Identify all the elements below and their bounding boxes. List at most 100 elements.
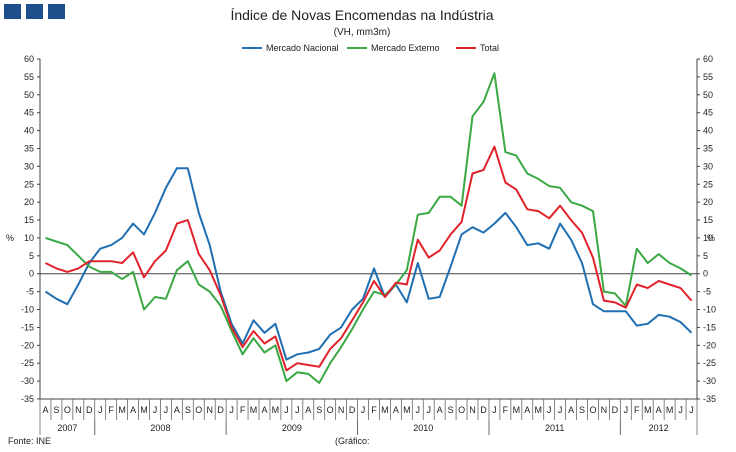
x-month-label: A: [130, 405, 136, 415]
x-month-label: A: [305, 405, 311, 415]
x-month-label: O: [589, 405, 596, 415]
y-tick-label-right: -15: [703, 322, 716, 332]
x-month-label: O: [195, 405, 202, 415]
y-tick-label-left: -35: [21, 394, 34, 404]
x-month-label: O: [64, 405, 71, 415]
x-month-label: A: [568, 405, 574, 415]
chart-subtitle: (VH, mm3m): [334, 27, 391, 38]
x-month-label: M: [513, 405, 521, 415]
legend-label-total: Total: [480, 43, 499, 53]
y-tick-label-right: 25: [703, 179, 713, 189]
x-month-label: J: [547, 405, 552, 415]
series-line-mercado-nacional: [44, 167, 693, 361]
y-tick-label-right: -20: [703, 340, 716, 350]
x-month-label: A: [261, 405, 267, 415]
y-tick-label-right: 40: [703, 126, 713, 136]
y-tick-label-left: -15: [21, 322, 34, 332]
y-tick-label-left: 60: [24, 54, 34, 64]
x-month-label: J: [284, 405, 289, 415]
y-axis-label-right: %: [707, 233, 715, 243]
x-month-label: M: [250, 405, 258, 415]
x-month-label: A: [656, 405, 662, 415]
y-tick-label-right: 55: [703, 72, 713, 82]
y-tick-label-left: -25: [21, 358, 34, 368]
y-tick-label-right: -10: [703, 305, 716, 315]
x-month-label: M: [381, 405, 389, 415]
x-month-label: J: [361, 405, 366, 415]
y-tick-label-right: 15: [703, 215, 713, 225]
x-year-label-2009: 2009: [282, 423, 302, 433]
x-month-label: A: [174, 405, 180, 415]
x-month-label: M: [666, 405, 674, 415]
y-tick-label-left: 55: [24, 72, 34, 82]
y-tick-label-left: -30: [21, 376, 34, 386]
y-tick-label-right: -35: [703, 394, 716, 404]
x-month-label: N: [469, 405, 476, 415]
y-tick-label-left: 30: [24, 161, 34, 171]
legend-label-mercado-externo: Mercado Externo: [371, 43, 440, 53]
x-month-label: J: [164, 405, 169, 415]
x-month-label: N: [75, 405, 82, 415]
x-month-label: J: [416, 405, 421, 415]
x-month-label: O: [458, 405, 465, 415]
y-tick-label-left: 10: [24, 233, 34, 243]
x-month-label: N: [206, 405, 213, 415]
x-month-label: M: [272, 405, 280, 415]
y-tick-label-left: 5: [29, 251, 34, 261]
x-month-label: A: [437, 405, 443, 415]
x-month-label: F: [240, 405, 246, 415]
chart-title: Índice de Novas Encomendas na Indústria: [230, 7, 493, 23]
x-month-label: N: [338, 405, 345, 415]
x-month-label: J: [624, 405, 629, 415]
x-year-label-2010: 2010: [413, 423, 433, 433]
x-month-label: D: [86, 405, 93, 415]
x-month-label: S: [316, 405, 322, 415]
y-tick-label-right: 60: [703, 54, 713, 64]
logo-square-2: [26, 4, 43, 19]
y-tick-label-right: 35: [703, 143, 713, 153]
x-month-label: N: [601, 405, 608, 415]
y-tick-label-left: 35: [24, 143, 34, 153]
x-month-label: J: [295, 405, 300, 415]
x-month-label: M: [534, 405, 542, 415]
x-month-label: D: [612, 405, 619, 415]
footer-source: Fonte: INE: [8, 436, 51, 446]
x-month-label: D: [349, 405, 356, 415]
x-month-label: S: [185, 405, 191, 415]
x-month-label: J: [98, 405, 103, 415]
x-month-label: F: [503, 405, 509, 415]
y-tick-label-right: -5: [703, 287, 711, 297]
x-month-label: J: [492, 405, 497, 415]
legend-label-mercado-nacional: Mercado Nacional: [266, 43, 339, 53]
x-month-label: O: [327, 405, 334, 415]
x-year-label-2012: 2012: [649, 423, 669, 433]
x-month-label: S: [53, 405, 59, 415]
y-tick-label-right: 0: [703, 269, 708, 279]
x-month-label: A: [42, 405, 48, 415]
y-tick-label-right: 50: [703, 90, 713, 100]
x-month-label: M: [118, 405, 126, 415]
y-tick-label-right: 45: [703, 108, 713, 118]
x-month-label: F: [371, 405, 377, 415]
x-month-label: J: [229, 405, 234, 415]
y-tick-label-left: -5: [26, 287, 34, 297]
y-tick-label-right: 20: [703, 197, 713, 207]
x-year-label-2007: 2007: [57, 423, 77, 433]
y-tick-label-left: 45: [24, 108, 34, 118]
y-tick-label-left: 40: [24, 126, 34, 136]
footer-note: (Gráfico:: [335, 436, 370, 446]
x-month-label: D: [217, 405, 224, 415]
series-line-total: [45, 145, 693, 372]
legend: Mercado Nacional Mercado Externo Total: [242, 43, 499, 53]
x-month-label: S: [448, 405, 454, 415]
y-tick-label-left: 0: [29, 269, 34, 279]
x-month-label: F: [634, 405, 640, 415]
x-month-label: S: [579, 405, 585, 415]
x-month-label: J: [689, 405, 694, 415]
x-month-label: J: [678, 405, 683, 415]
x-month-label: J: [153, 405, 158, 415]
x-month-label: M: [644, 405, 652, 415]
